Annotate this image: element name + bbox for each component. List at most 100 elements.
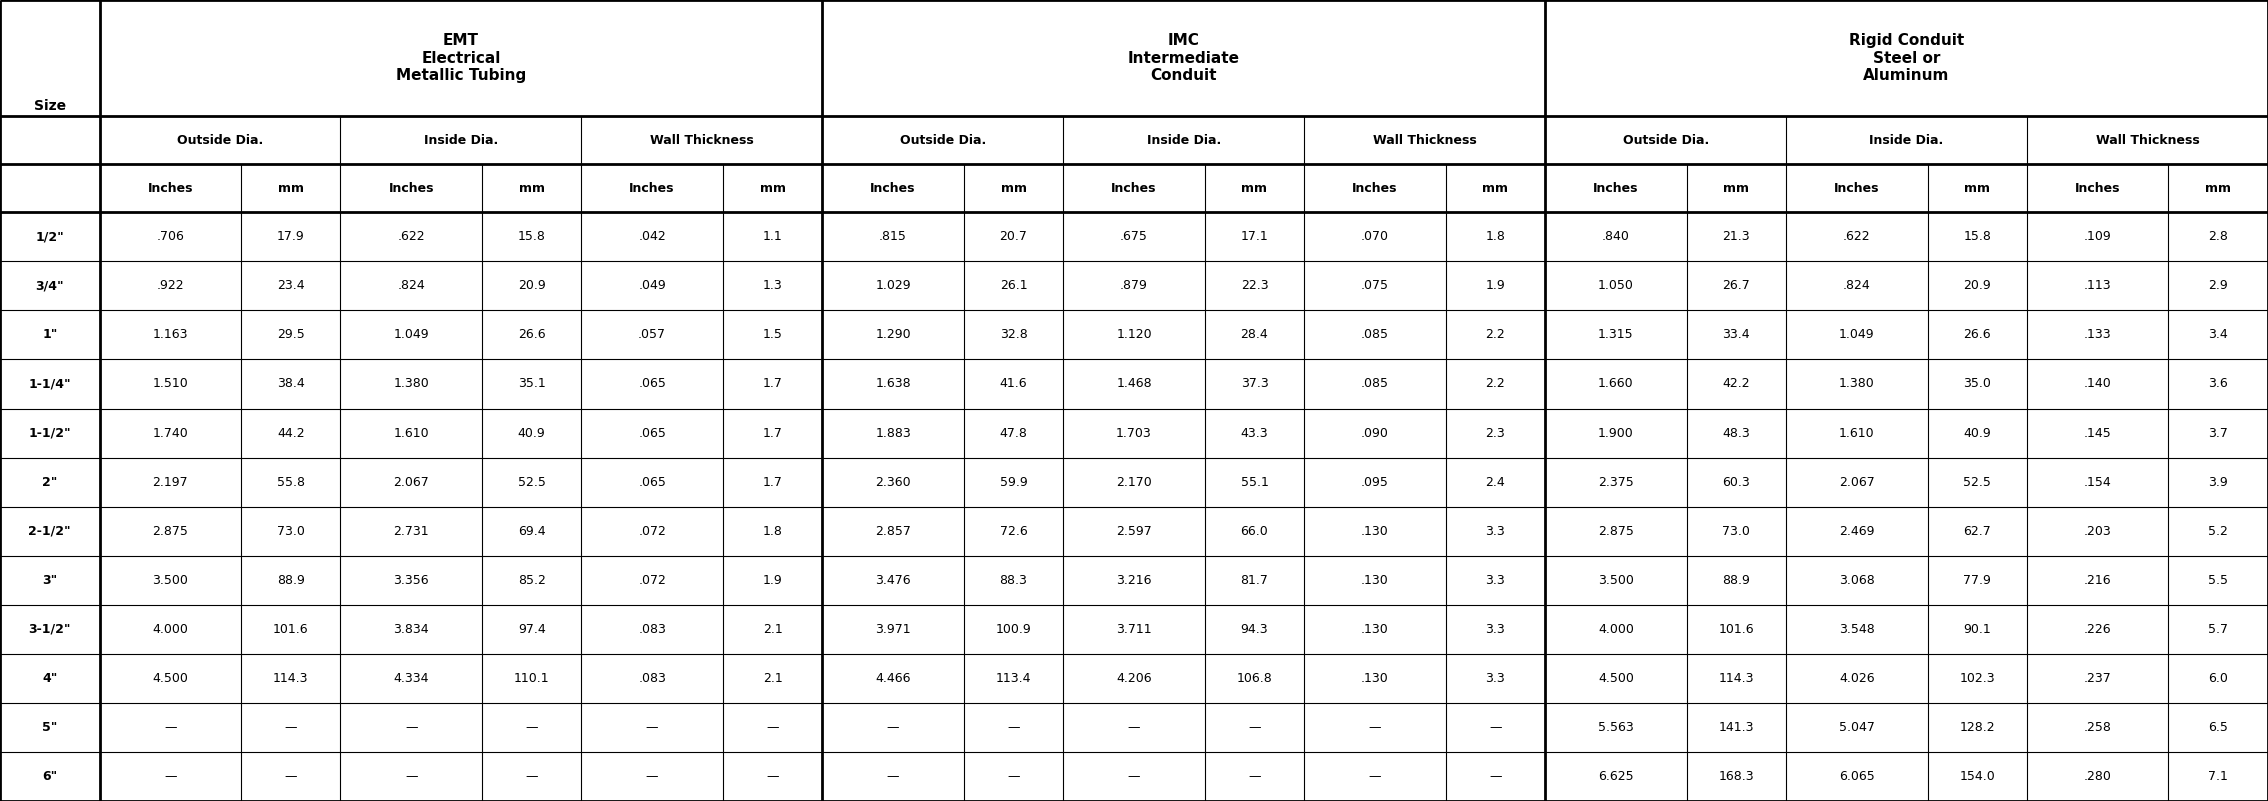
Text: 73.0: 73.0 [277,525,304,537]
Text: 3.3: 3.3 [1486,623,1506,636]
Text: Inside Dia.: Inside Dia. [424,134,499,147]
Text: Inside Dia.: Inside Dia. [1148,134,1220,147]
Text: 35.1: 35.1 [517,377,547,390]
Text: —: — [887,770,900,783]
Text: 1.380: 1.380 [1839,377,1876,390]
Text: .280: .280 [2084,770,2112,783]
Text: .203: .203 [2084,525,2112,537]
Text: .675: .675 [1120,231,1148,244]
Text: 2.469: 2.469 [1839,525,1876,537]
Text: 4": 4" [43,672,57,685]
Text: —: — [526,770,538,783]
Text: 6.0: 6.0 [2209,672,2227,685]
Text: 2.1: 2.1 [762,623,782,636]
Text: EMT
Electrical
Metallic Tubing: EMT Electrical Metallic Tubing [397,33,526,83]
Text: 97.4: 97.4 [517,623,547,636]
Text: 168.3: 168.3 [1719,770,1753,783]
Text: 5.7: 5.7 [2209,623,2227,636]
Text: 101.6: 101.6 [272,623,308,636]
Text: Wall Thickness: Wall Thickness [651,134,753,147]
Text: 2.9: 2.9 [2209,280,2227,292]
Text: 21.3: 21.3 [1721,231,1751,244]
Text: —: — [646,770,658,783]
Text: —: — [767,721,778,734]
Text: .840: .840 [1601,231,1631,244]
Text: 1.8: 1.8 [1486,231,1506,244]
Text: .130: .130 [1361,623,1388,636]
Text: 41.6: 41.6 [1000,377,1027,390]
Text: 3": 3" [43,574,57,586]
Text: 2.375: 2.375 [1599,476,1633,489]
Text: 15.8: 15.8 [517,231,547,244]
Text: 2.1: 2.1 [762,672,782,685]
Text: .075: .075 [1361,280,1388,292]
Text: .922: .922 [156,280,184,292]
Text: 1.660: 1.660 [1599,377,1633,390]
Text: 28.4: 28.4 [1241,328,1268,341]
Text: 5.5: 5.5 [2209,574,2227,586]
Text: 2-1/2": 2-1/2" [29,525,70,537]
Text: 73.0: 73.0 [1721,525,1751,537]
Text: 4.000: 4.000 [152,623,188,636]
Text: .133: .133 [2084,328,2112,341]
Text: .090: .090 [1361,427,1388,440]
Text: Wall Thickness: Wall Thickness [2096,134,2200,147]
Text: 5": 5" [43,721,57,734]
Text: 2.067: 2.067 [392,476,429,489]
Text: Inches: Inches [1592,182,1640,195]
Text: .622: .622 [397,231,424,244]
Text: 3.500: 3.500 [1599,574,1633,586]
Text: Inches: Inches [147,182,193,195]
Text: 3.3: 3.3 [1486,672,1506,685]
Text: 3.7: 3.7 [2209,427,2227,440]
Text: mm: mm [1241,182,1268,195]
Text: 26.1: 26.1 [1000,280,1027,292]
Text: .057: .057 [637,328,667,341]
Text: 114.3: 114.3 [272,672,308,685]
Text: 2.8: 2.8 [2209,231,2227,244]
Text: .109: .109 [2084,231,2112,244]
Text: 113.4: 113.4 [996,672,1032,685]
Text: 1.610: 1.610 [392,427,429,440]
Text: 81.7: 81.7 [1241,574,1268,586]
Text: 1.510: 1.510 [152,377,188,390]
Text: 2.2: 2.2 [1486,377,1506,390]
Text: —: — [1368,721,1381,734]
Text: 1.900: 1.900 [1599,427,1633,440]
Text: 3.4: 3.4 [2209,328,2227,341]
Text: 38.4: 38.4 [277,377,304,390]
Text: 1.3: 1.3 [762,280,782,292]
Text: 4.466: 4.466 [875,672,912,685]
Text: .879: .879 [1120,280,1148,292]
Text: 29.5: 29.5 [277,328,304,341]
Text: mm: mm [1483,182,1508,195]
Text: 33.4: 33.4 [1721,328,1751,341]
Text: 101.6: 101.6 [1719,623,1753,636]
Text: 141.3: 141.3 [1719,721,1753,734]
Text: 2.3: 2.3 [1486,427,1506,440]
Text: —: — [1490,721,1501,734]
Text: 4.334: 4.334 [392,672,429,685]
Text: 1-1/2": 1-1/2" [29,427,70,440]
Text: 43.3: 43.3 [1241,427,1268,440]
Text: .042: .042 [637,231,667,244]
Text: 22.3: 22.3 [1241,280,1268,292]
Text: 3.356: 3.356 [392,574,429,586]
Text: 47.8: 47.8 [1000,427,1027,440]
Text: 69.4: 69.4 [517,525,547,537]
Text: 106.8: 106.8 [1236,672,1272,685]
Text: .815: .815 [880,231,907,244]
Text: 3.216: 3.216 [1116,574,1152,586]
Text: 3.6: 3.6 [2209,377,2227,390]
Text: 37.3: 37.3 [1241,377,1268,390]
Text: .130: .130 [1361,672,1388,685]
Text: 40.9: 40.9 [517,427,547,440]
Text: —: — [1127,770,1141,783]
Text: —: — [284,721,297,734]
Text: 4.000: 4.000 [1599,623,1633,636]
Text: 1.050: 1.050 [1599,280,1633,292]
Text: 40.9: 40.9 [1964,427,1991,440]
Text: 52.5: 52.5 [1964,476,1991,489]
Text: 2.731: 2.731 [392,525,429,537]
Text: 5.563: 5.563 [1599,721,1633,734]
